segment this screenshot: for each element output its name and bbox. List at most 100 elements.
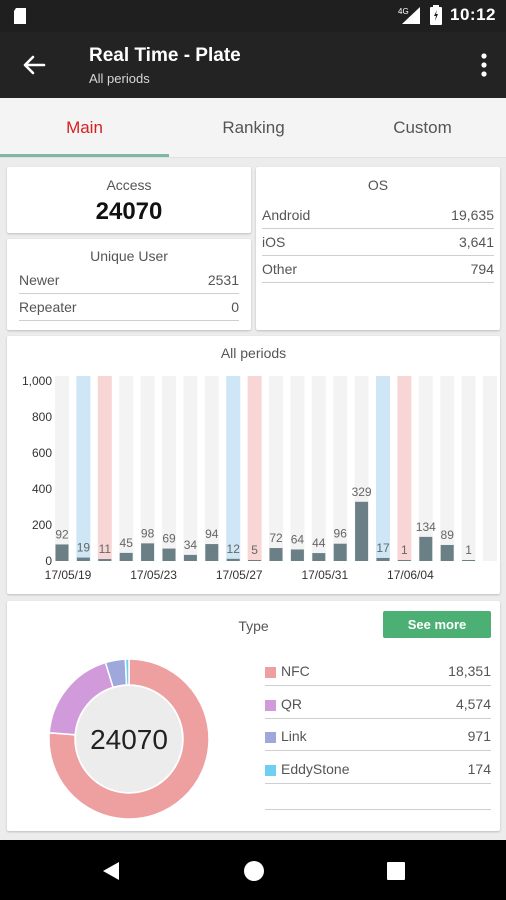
x-tick-label: 17/05/23 [130,568,177,582]
repeater-row: Repeater 0 [19,295,239,321]
day-column-bg [204,376,219,561]
day-column-bg [162,376,176,561]
bar-value-label: 94 [205,527,219,541]
bar-value-label: 92 [55,527,69,541]
newer-value: 2531 [207,272,239,288]
unique-user-title: Unique User [90,248,168,264]
day-column-bg [183,376,198,561]
day-column-bg [461,376,476,561]
y-tick-label: 0 [45,554,52,568]
os-label: Android [262,207,311,223]
day-column-bg [119,376,134,561]
y-tick-label: 800 [32,410,52,424]
status-bar: 4G 10:12 [0,0,506,32]
bar-value-label: 96 [334,527,348,541]
legend-value: 4,574 [455,696,491,712]
bar [119,552,133,561]
bar-value-label: 98 [141,526,155,540]
y-tick-label: 400 [32,482,52,496]
access-value: 24070 [95,198,163,225]
legend-name: EddyStone [281,761,350,777]
bar [183,554,197,561]
day-column-bg [333,376,348,561]
bar-value-label: 69 [162,532,176,546]
legend-divider [265,784,491,810]
nav-home-icon[interactable] [243,860,265,882]
donut-slice [48,658,210,820]
y-tick-label: 600 [32,446,52,460]
day-column-bg [418,376,433,561]
unique-user-card[interactable]: Unique User Newer 2531 Repeater 0 [7,239,251,330]
day-column-bg [269,376,283,561]
legend-value: 174 [467,761,491,777]
legend-name: NFC [281,663,310,679]
page-title: Real Time - Plate [89,45,241,66]
day-column-bg [290,376,305,561]
newer-label: Newer [19,272,60,288]
tab-ranking[interactable]: Ranking [222,118,285,137]
bar-value-label: 44 [312,536,326,550]
donut-total: 24070 [90,724,168,755]
tab-bar: Main Ranking Custom [0,98,506,158]
os-value: 19,635 [451,207,494,223]
type-card[interactable]: Type 24070 [7,601,500,831]
bar [205,544,219,561]
page-subtitle: All periods [89,71,150,86]
daily-access-chart-card[interactable]: All periods 0 200 400 600 800 1,000 92 19 11 45 98… [7,336,500,594]
tab-main[interactable]: Main [66,118,103,137]
app-bar: Real Time - Plate All periods [0,32,506,98]
legend-swatch [265,700,276,711]
tab-custom[interactable]: Custom [393,118,452,137]
sd-card-icon [14,8,26,24]
legend-swatch [265,667,276,678]
os-card[interactable]: OS Android 19,635 iOS 3,641 Other 794 [256,167,500,330]
nav-back-icon[interactable] [100,860,122,882]
legend-value: 971 [467,728,491,744]
donut-slice [124,658,130,686]
day-column-bg [376,376,390,561]
os-row-other: Other 794 [262,257,494,283]
type-donut-chart: 24070 [48,658,210,820]
type-title: Type [238,618,269,634]
bar-value-label: 19 [77,541,91,555]
back-arrow-icon[interactable] [20,51,48,79]
day-column-bg [76,376,91,561]
x-tick-label: 17/05/31 [301,568,348,582]
nav-recents-icon[interactable] [386,861,406,881]
access-card[interactable]: Access 24070 [7,167,251,233]
bar-value-label: 134 [416,520,436,534]
overflow-menu-icon[interactable] [478,50,490,80]
bar-value-label: 64 [291,532,305,546]
legend-swatch [265,765,276,776]
bar [226,558,240,561]
bar-value-label: 89 [441,528,455,542]
legend-item-link: Link 971 [265,718,491,751]
legend-value: 18,351 [448,663,491,679]
repeater-label: Repeater [19,299,77,315]
legend-name: QR [281,696,302,712]
see-more-button[interactable]: See more [383,611,491,638]
day-column-bg [397,376,412,561]
bar-value-label: 34 [184,538,198,552]
os-row-ios: iOS 3,641 [262,230,494,256]
chart-title: All periods [220,345,287,361]
day-column-bg [440,376,455,561]
x-tick-label: 17/06/04 [387,568,434,582]
newer-row: Newer 2531 [19,268,239,294]
day-column-bg [140,376,155,561]
day-column-bg [483,376,497,561]
bar [290,549,304,561]
bar [397,560,411,561]
bar [98,559,112,561]
bar [419,536,433,561]
day-column-bg [55,376,69,561]
bar-value-label: 1 [465,543,472,557]
legend-name: Link [281,728,307,744]
bar [55,544,69,561]
legend-item-qr: QR 4,574 [265,686,491,719]
bar [162,548,176,561]
repeater-value: 0 [231,299,239,315]
legend-swatch [265,732,276,743]
bar [141,543,155,561]
